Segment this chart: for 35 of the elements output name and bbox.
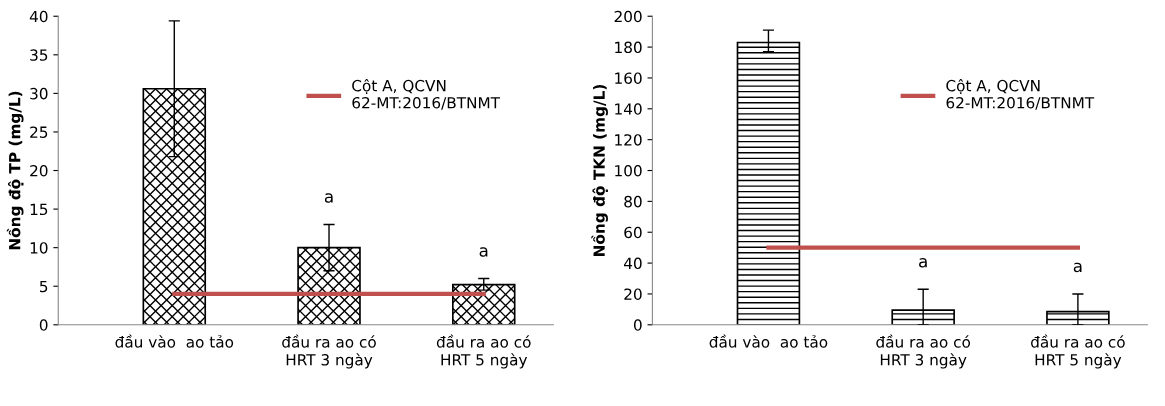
annotation: a [919, 258, 927, 268]
y-axis-title: Nồng độ TP (mg/L) [6, 91, 24, 250]
legend-label: Cột A, QCVN 62-MT:2016/BTNMT [946, 78, 1095, 110]
x-tick-label: đầu vào ao tảo [709, 334, 828, 348]
y-tick-label: 60 [624, 226, 642, 239]
y-tick-label: 20 [30, 164, 48, 177]
y-tick-label: 40 [29, 10, 48, 23]
y-tick-label: 5 [39, 280, 48, 293]
x-tick-label: đầu ra ao có HRT 3 ngày [876, 334, 971, 369]
y-tick-label: 25 [30, 126, 48, 138]
annotation: a [324, 193, 333, 203]
y-tick-label: 0 [39, 319, 48, 331]
x-tick-label: đầu vào ao tảo [115, 334, 234, 348]
bar [451, 283, 516, 325]
y-tick-label: 120 [615, 134, 642, 146]
annotation: a [1073, 262, 1082, 273]
y-tick-label: 20 [624, 288, 642, 300]
y-axis-title: Nồng độ TKN (mg/L) [591, 85, 608, 256]
x-tick-label: đầu ra ao có HRT 3 ngày [282, 334, 376, 369]
y-tick-label: 10 [30, 242, 48, 254]
y-tick-label: 100 [615, 164, 642, 177]
y-tick-label: 200 [614, 10, 642, 23]
y-tick-label: 180 [615, 41, 642, 54]
y-tick-label: 80 [624, 195, 642, 208]
y-tick-label: 35 [30, 49, 48, 61]
x-tick-label: đầu ra ao có HRT 5 ngày [1031, 334, 1125, 369]
y-tick-label: 0 [633, 319, 642, 331]
y-tick-label: 30 [30, 87, 48, 100]
y-tick-label: 40 [623, 257, 642, 270]
x-tick-label: đầu ra ao có HRT 5 ngày [436, 334, 531, 369]
y-tick-label: 140 [615, 103, 642, 115]
annotation: a [479, 247, 488, 257]
legend-label: Cột A, QCVN 62-MT:2016/BTNMT [352, 78, 501, 110]
y-tick-label: 160 [615, 72, 642, 84]
y-tick-label: 15 [30, 203, 48, 216]
